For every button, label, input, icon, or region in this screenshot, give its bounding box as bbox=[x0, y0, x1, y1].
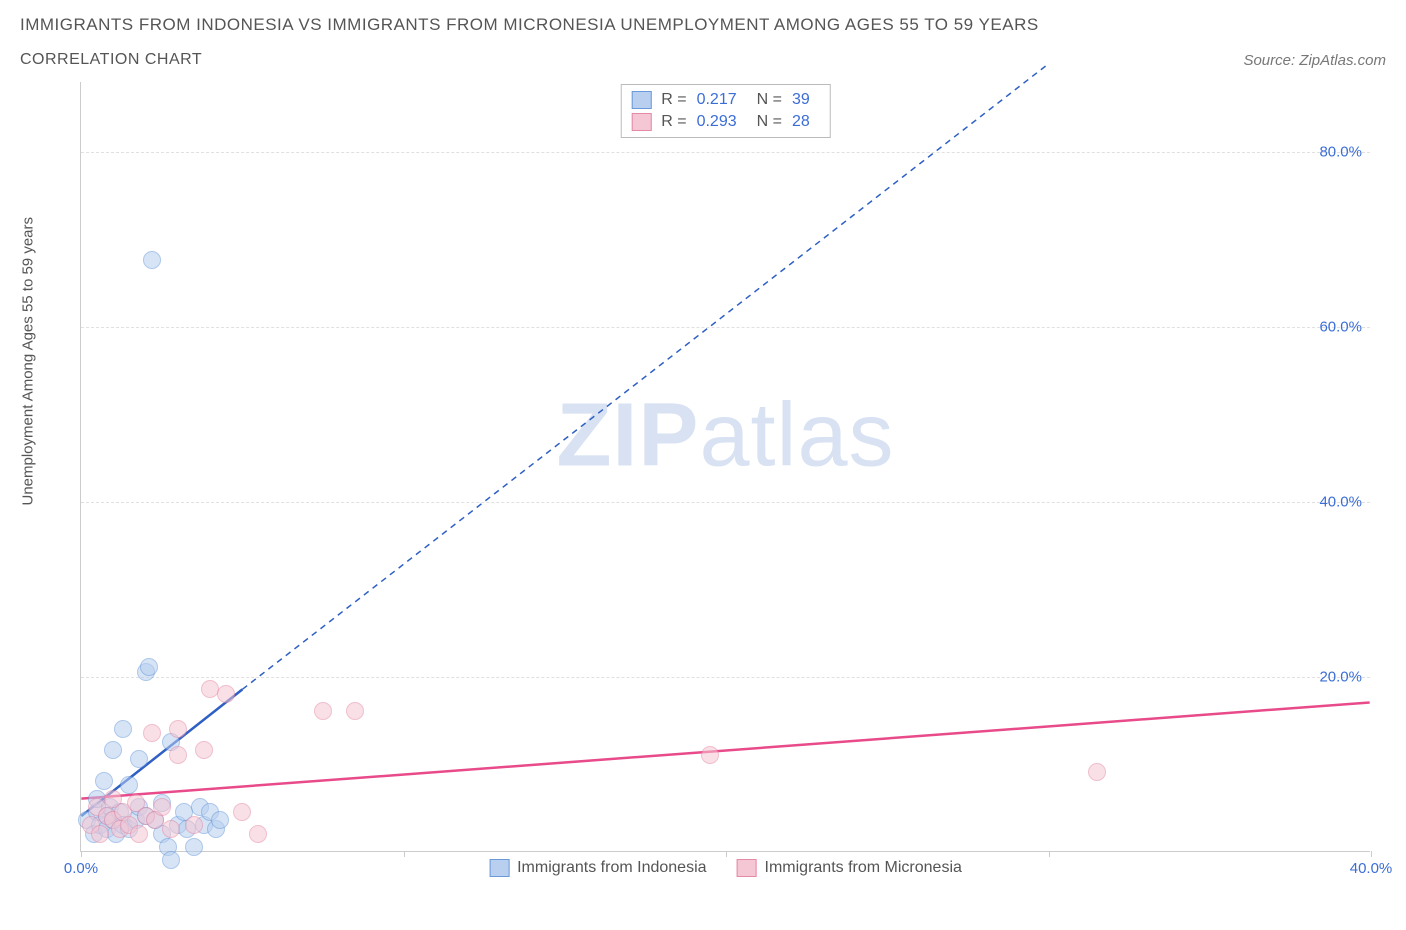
watermark-zip: ZIP bbox=[556, 385, 699, 485]
point-indonesia bbox=[185, 838, 203, 856]
legend-label-1: Immigrants from Indonesia bbox=[517, 859, 706, 877]
chart-subtitle: CORRELATION CHART bbox=[20, 51, 202, 69]
legend-item-1: Immigrants from Indonesia bbox=[489, 859, 706, 877]
gridline bbox=[81, 677, 1370, 678]
gridline bbox=[81, 502, 1370, 503]
x-tick bbox=[1049, 851, 1050, 857]
point-indonesia bbox=[211, 811, 229, 829]
point-indonesia bbox=[143, 251, 161, 269]
r-label-2: R = bbox=[661, 113, 686, 131]
chart-title: IMMIGRANTS FROM INDONESIA VS IMMIGRANTS … bbox=[20, 15, 1386, 35]
point-indonesia bbox=[130, 750, 148, 768]
point-indonesia bbox=[95, 772, 113, 790]
gridline bbox=[81, 327, 1370, 328]
subtitle-row: CORRELATION CHART Source: ZipAtlas.com bbox=[20, 51, 1386, 69]
point-micronesia bbox=[169, 720, 187, 738]
series1-swatch bbox=[631, 91, 651, 109]
watermark: ZIPatlas bbox=[556, 384, 894, 487]
legend-item-2: Immigrants from Micronesia bbox=[737, 859, 962, 877]
plot-region: ZIPatlas R = 0.217 N = 39 R = 0.293 N = … bbox=[80, 82, 1370, 852]
x-tick-label: 40.0% bbox=[1350, 860, 1393, 877]
trend-lines bbox=[81, 82, 1370, 851]
y-axis-label: Unemployment Among Ages 55 to 59 years bbox=[20, 217, 37, 506]
legend-swatch-1 bbox=[489, 859, 509, 877]
point-micronesia bbox=[195, 741, 213, 759]
point-indonesia bbox=[104, 741, 122, 759]
stats-box: R = 0.217 N = 39 R = 0.293 N = 28 bbox=[620, 84, 831, 138]
point-micronesia bbox=[217, 685, 235, 703]
point-indonesia bbox=[140, 658, 158, 676]
point-micronesia bbox=[169, 746, 187, 764]
y-tick-label: 60.0% bbox=[1319, 319, 1362, 336]
point-micronesia bbox=[701, 746, 719, 764]
x-tick bbox=[726, 851, 727, 857]
x-tick-label: 0.0% bbox=[64, 860, 98, 877]
stats-row-1: R = 0.217 N = 39 bbox=[631, 89, 820, 111]
x-tick bbox=[81, 851, 82, 857]
y-tick-label: 40.0% bbox=[1319, 494, 1362, 511]
series2-r: 0.293 bbox=[697, 113, 737, 131]
y-tick-label: 20.0% bbox=[1319, 669, 1362, 686]
series2-n: 28 bbox=[792, 113, 810, 131]
point-micronesia bbox=[233, 803, 251, 821]
series2-swatch bbox=[631, 113, 651, 131]
point-micronesia bbox=[346, 702, 364, 720]
point-micronesia bbox=[185, 816, 203, 834]
point-micronesia bbox=[143, 724, 161, 742]
x-tick bbox=[404, 851, 405, 857]
legend-label-2: Immigrants from Micronesia bbox=[765, 859, 962, 877]
gridline bbox=[81, 152, 1370, 153]
y-tick-label: 80.0% bbox=[1319, 144, 1362, 161]
point-micronesia bbox=[153, 798, 171, 816]
point-indonesia bbox=[162, 851, 180, 869]
legend-swatch-2 bbox=[737, 859, 757, 877]
point-micronesia bbox=[130, 825, 148, 843]
legend: Immigrants from Indonesia Immigrants fro… bbox=[489, 859, 962, 877]
point-micronesia bbox=[201, 680, 219, 698]
watermark-atlas: atlas bbox=[699, 385, 894, 485]
point-micronesia bbox=[1088, 763, 1106, 781]
point-indonesia bbox=[114, 720, 132, 738]
n-label-2: N = bbox=[757, 113, 782, 131]
point-micronesia bbox=[249, 825, 267, 843]
stats-row-2: R = 0.293 N = 28 bbox=[631, 111, 820, 133]
series1-r: 0.217 bbox=[697, 91, 737, 109]
source-attribution: Source: ZipAtlas.com bbox=[1243, 52, 1386, 69]
point-micronesia bbox=[162, 820, 180, 838]
series1-n: 39 bbox=[792, 91, 810, 109]
r-label: R = bbox=[661, 91, 686, 109]
point-micronesia bbox=[314, 702, 332, 720]
x-tick bbox=[1371, 851, 1372, 857]
n-label: N = bbox=[757, 91, 782, 109]
chart-area: Unemployment Among Ages 55 to 59 years Z… bbox=[20, 77, 1386, 892]
point-indonesia bbox=[120, 776, 138, 794]
